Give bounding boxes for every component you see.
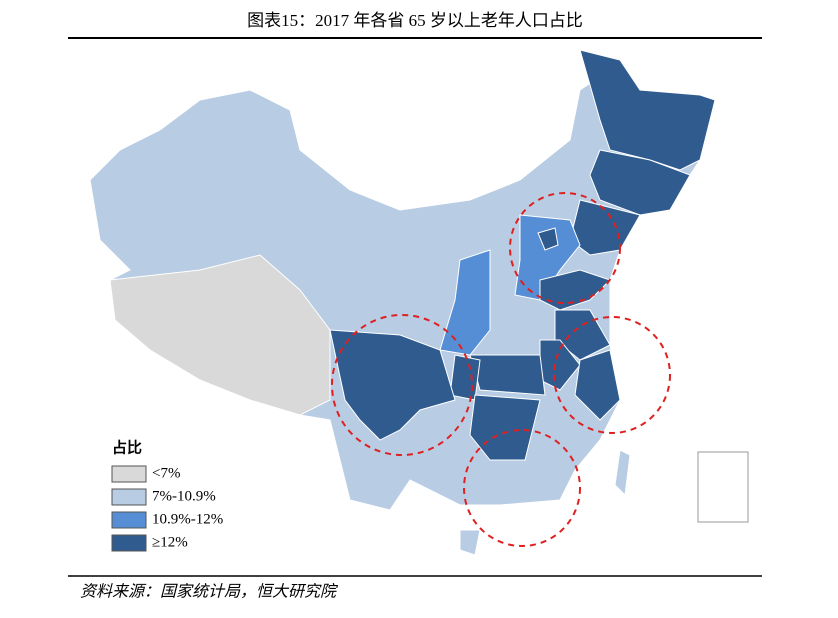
map xyxy=(89,49,716,556)
tibet xyxy=(109,254,331,416)
legend-label: ≥12% xyxy=(152,534,188,550)
title: 图表15：2017 年各省 65 岁以上老年人口占比 xyxy=(247,11,583,30)
sichuan xyxy=(329,329,456,441)
legend-label: 7%-10.9% xyxy=(152,488,216,504)
legend-swatch xyxy=(111,488,147,506)
inset-box xyxy=(697,451,749,523)
highlight-circle xyxy=(331,314,473,456)
hunan xyxy=(469,394,541,461)
legend-swatch xyxy=(111,534,147,552)
highlight-circle xyxy=(553,316,671,434)
hainan xyxy=(459,529,481,556)
taiwan xyxy=(614,449,631,497)
legend-label: <7% xyxy=(152,465,180,481)
legend-title: 占比 xyxy=(112,438,142,456)
legend: <7% 7%-10.9% 10.9%-12% ≥12% xyxy=(111,465,223,552)
highlight-circle xyxy=(509,192,621,304)
jilin xyxy=(589,149,691,216)
hubei xyxy=(469,354,546,396)
zhejiang xyxy=(574,349,621,421)
legend-label: 10.9%-12% xyxy=(152,511,223,527)
beijing xyxy=(537,227,559,251)
shandong xyxy=(539,269,611,311)
heilongjiang xyxy=(579,49,716,171)
highlight-circle xyxy=(463,429,581,547)
jiangsu xyxy=(554,309,611,361)
chongqing xyxy=(449,354,481,401)
legend-swatch xyxy=(111,511,147,529)
legend-swatch xyxy=(111,465,147,483)
source: 资料来源：国家统计局，恒大研究院 xyxy=(80,583,339,601)
